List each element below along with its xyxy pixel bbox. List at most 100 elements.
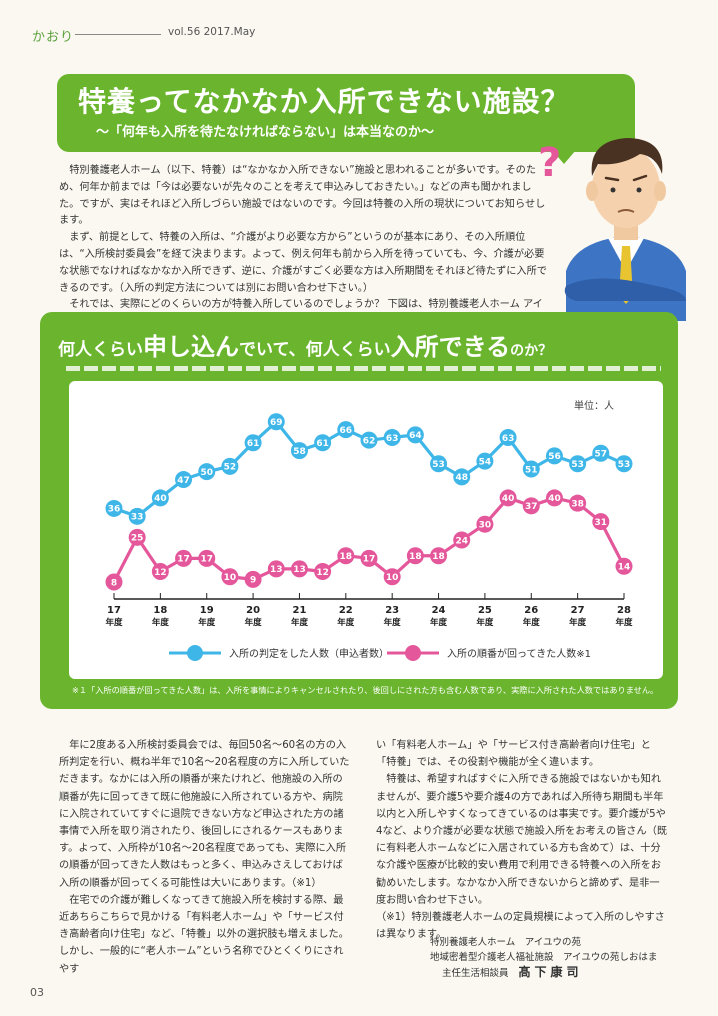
data-point (592, 444, 610, 462)
data-label: 33 (131, 513, 144, 523)
data-label: 8 (111, 578, 117, 588)
data-label: 58 (293, 447, 306, 457)
signature-facility: 地域密着型介護老人福祉施設 アイユウの苑しおはま (430, 952, 658, 963)
data-label: 53 (571, 460, 584, 470)
data-point (105, 499, 123, 517)
legend-marker (187, 645, 203, 661)
data-point (476, 515, 494, 533)
thinking-man-illustration: ? (538, 138, 686, 321)
chart-title-part: 入所できる (390, 333, 511, 361)
chart-area: 単位：人 17 年度 18 年度 19 年度 20 年度 21 年度 22 年度 23 年度 24 年度 25 年度… (69, 381, 663, 679)
data-point (545, 447, 563, 465)
data-point (569, 455, 587, 473)
x-tick-label: 21 (292, 605, 306, 616)
data-point (476, 452, 494, 470)
x-tick-label: 年度 (523, 617, 541, 628)
data-label: 63 (502, 434, 515, 444)
body-paragraph: 特養は、希望すればすぐに入所できる施設ではないかも知れませんが、要介護5や要介護… (376, 774, 668, 906)
data-point (545, 489, 563, 507)
data-label: 40 (548, 494, 561, 504)
x-tick-label: 27 (571, 605, 585, 616)
data-point (499, 489, 517, 507)
body-paragraph: い「有料老人ホーム」や「サービス付き高齢者向け住宅」と「特養」では、その役割や機… (376, 740, 651, 769)
data-label: 53 (432, 460, 445, 470)
data-point (314, 434, 332, 452)
data-point (221, 568, 239, 586)
data-label: 9 (250, 576, 256, 586)
header-rule (75, 34, 161, 35)
data-label: 13 (293, 565, 306, 575)
data-point (406, 547, 424, 565)
data-label: 13 (270, 565, 283, 575)
magazine-brand: かおり (32, 30, 75, 45)
data-point (337, 547, 355, 565)
data-label: 17 (363, 555, 376, 565)
chart-title-part: のか？ (510, 343, 553, 359)
data-label: 30 (479, 521, 492, 531)
question-mark-icon: ? (538, 140, 561, 186)
data-point (290, 442, 308, 460)
data-point (267, 413, 285, 431)
data-label: 47 (177, 476, 190, 486)
data-point (221, 457, 239, 475)
data-label: 54 (479, 457, 492, 467)
data-point (360, 431, 378, 449)
x-tick-label: 年度 (291, 617, 309, 628)
data-label: 48 (455, 473, 468, 483)
chart-title-underline (66, 366, 661, 371)
data-point (198, 463, 216, 481)
body-column-right: い「有料老人ホーム」や「サービス付き高齢者向け住宅」と「特養」では、その役割や機… (376, 737, 668, 943)
data-label: 66 (340, 426, 353, 436)
data-label: 12 (154, 568, 167, 578)
title-bubble (57, 74, 635, 152)
data-label: 17 (177, 555, 190, 565)
intro-paragraph: まず、前提として、特養の入所は、“介護がより必要な方から”というのが基本にあり、… (59, 232, 547, 294)
data-label: 40 (154, 494, 167, 504)
data-label: 56 (548, 452, 561, 462)
body-paragraph: （※1）特別養護老人ホームの定員規模によって入所のしやすさは異なります。 (376, 912, 665, 941)
data-point (198, 549, 216, 567)
x-tick-label: 28 (617, 605, 631, 616)
data-label: 51 (525, 465, 538, 475)
data-label: 38 (571, 499, 584, 509)
data-point (128, 507, 146, 525)
data-point (499, 429, 517, 447)
data-point (314, 562, 332, 580)
data-label: 53 (618, 460, 631, 470)
intro-paragraph: 特別養護老人ホーム（以下、特養）は“なかなか入所できない”施設と思われることが多… (59, 165, 546, 227)
x-tick-label: 23 (385, 605, 399, 616)
x-tick-label: 年度 (245, 617, 263, 628)
signature-facility: 特別養護老人ホーム アイユウの苑 (430, 937, 582, 948)
signature-name: 髙下康司 (518, 965, 583, 979)
data-label: 10 (386, 573, 399, 583)
data-point (522, 497, 540, 515)
data-label: 61 (247, 439, 260, 449)
body-paragraph: 年に2度ある入所検討委員会では、毎回50名～60名の方の入所判定を行い、概ね半年… (59, 740, 350, 889)
data-label: 69 (270, 418, 283, 428)
x-tick-label: 年度 (569, 617, 587, 628)
data-point (290, 560, 308, 578)
data-label: 14 (618, 563, 631, 573)
data-label: 50 (200, 468, 213, 478)
data-point (430, 455, 448, 473)
data-label: 17 (200, 555, 213, 565)
data-point (267, 560, 285, 578)
data-point (430, 547, 448, 565)
x-tick-label: 25 (478, 605, 492, 616)
series-line-2 (112, 496, 626, 583)
article-subtitle: ～「何年も入所を待たなければならない」は本当なのか～ (96, 125, 435, 140)
data-point (151, 562, 169, 580)
data-label: 52 (224, 463, 237, 473)
x-tick-label: 20 (246, 605, 260, 616)
data-point (406, 426, 424, 444)
x-tick-label: 年度 (615, 617, 633, 628)
x-tick-label: 年度 (384, 617, 402, 628)
x-tick-label: 年度 (430, 617, 448, 628)
data-point (360, 549, 378, 567)
data-point (522, 460, 540, 478)
data-label: 37 (525, 502, 538, 512)
body-paragraph: 在宅での介護が難しくなってきて施設入所を検討する際、最近あちらこちらで見かける「… (59, 894, 349, 975)
data-label: 24 (455, 536, 468, 546)
data-label: 12 (316, 568, 329, 578)
data-point (105, 573, 123, 591)
